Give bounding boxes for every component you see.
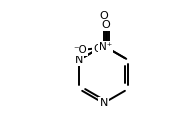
Text: N⁺: N⁺ <box>99 42 113 52</box>
Text: CH₃: CH₃ <box>93 43 113 54</box>
Text: O: O <box>99 11 108 21</box>
Text: N: N <box>74 55 83 65</box>
Text: O: O <box>102 20 110 30</box>
Text: ⁻O: ⁻O <box>73 45 87 55</box>
Text: N: N <box>99 98 108 108</box>
